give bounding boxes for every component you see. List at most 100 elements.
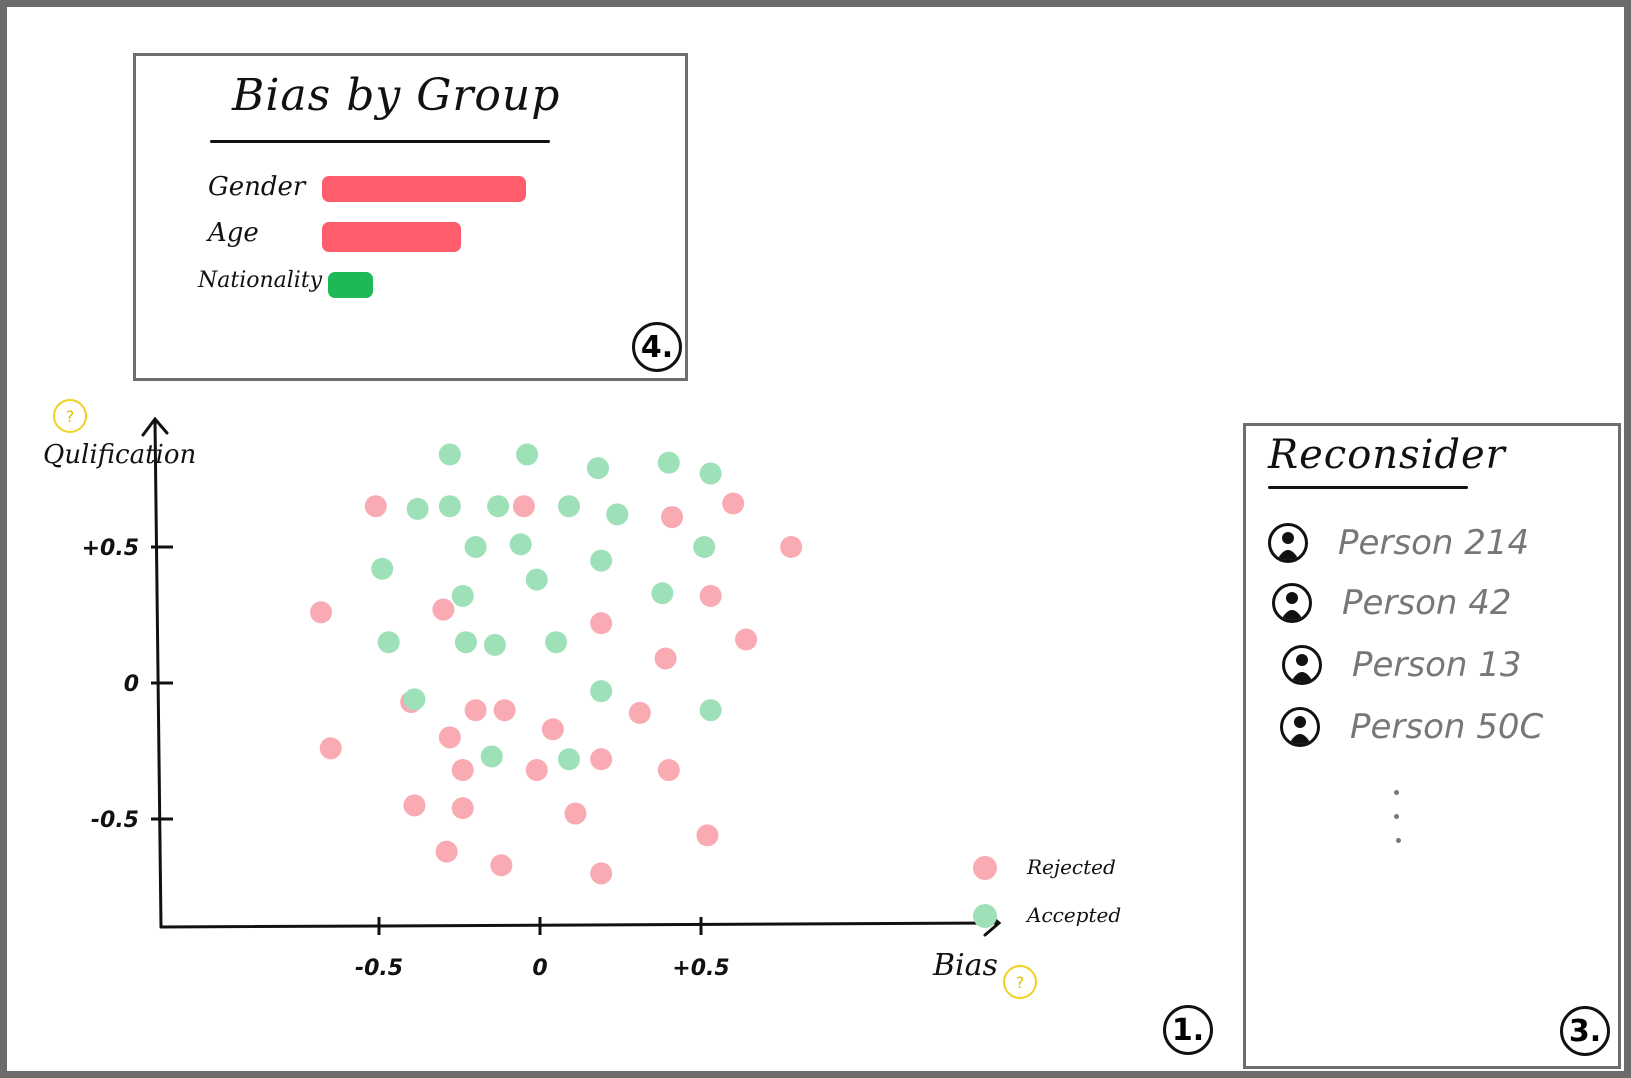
point-rejected[interactable] — [661, 506, 684, 529]
point-accepted[interactable] — [699, 699, 722, 722]
bias-qualification-scatter[interactable]: Qulification Bias -0.5 0 +0.5 +0.5 0 -0.5 Reje… — [7, 387, 1167, 1077]
person-row[interactable]: Person 42 — [1272, 578, 1572, 628]
reconsider-panel: Reconsider Person 214 Person 42 Person 13 P… — [1243, 423, 1621, 1069]
person-name: Person 13 — [1352, 645, 1522, 685]
person-icon — [1282, 645, 1322, 685]
bias-bar-nationality[interactable] — [328, 272, 373, 298]
point-accepted[interactable] — [699, 462, 722, 485]
x-tick-label: +0.5 — [672, 956, 729, 981]
point-accepted[interactable] — [406, 497, 429, 520]
y-tick-label: 0 — [124, 672, 139, 697]
bias-title-underline — [210, 140, 550, 143]
point-rejected[interactable] — [438, 726, 461, 749]
point-accepted[interactable] — [483, 633, 506, 656]
point-accepted[interactable] — [403, 688, 426, 711]
point-rejected[interactable] — [654, 647, 677, 670]
point-rejected[interactable] — [493, 699, 516, 722]
legend-label-rejected: Rejected — [1026, 855, 1116, 879]
point-accepted[interactable] — [464, 536, 487, 558]
point-accepted[interactable] — [606, 503, 629, 526]
point-accepted[interactable] — [657, 451, 680, 474]
legend-swatch-accepted — [973, 904, 997, 928]
point-rejected[interactable] — [735, 628, 758, 651]
point-rejected[interactable] — [451, 797, 474, 820]
group-label-nationality: Nationality — [198, 268, 323, 293]
point-accepted[interactable] — [438, 495, 461, 518]
point-rejected[interactable] — [319, 737, 342, 760]
group-label-age: Age — [208, 218, 259, 248]
point-rejected[interactable] — [541, 718, 564, 741]
chart-ticks: -0.5 0 +0.5 +0.5 0 -0.5 — [82, 536, 730, 981]
person-row[interactable]: Person 50C — [1280, 702, 1580, 752]
point-rejected[interactable] — [696, 824, 719, 847]
chart-axes: Qulification Bias — [43, 416, 1002, 983]
y-axis-label: Qulification — [43, 440, 196, 470]
point-accepted[interactable] — [557, 495, 580, 518]
y-axis-line — [153, 419, 163, 929]
point-rejected[interactable] — [490, 854, 513, 877]
point-rejected[interactable] — [435, 840, 458, 863]
y-axis-help-icon[interactable]: ? — [53, 399, 87, 433]
panel-number-4: 4. — [632, 322, 682, 372]
point-rejected[interactable] — [628, 701, 651, 724]
point-rejected[interactable] — [590, 862, 613, 885]
bias-panel-title: Bias by Group — [232, 70, 561, 121]
point-rejected[interactable] — [464, 699, 487, 722]
point-rejected[interactable] — [590, 612, 613, 635]
bias-by-group-panel: Bias by Group Gender Age Nationality 4. — [133, 53, 688, 381]
point-rejected[interactable] — [564, 802, 587, 825]
point-accepted[interactable] — [557, 748, 580, 771]
bias-bar-age[interactable] — [322, 222, 461, 252]
chart-legend: Rejected Accepted — [973, 855, 1121, 928]
x-tick-label: 0 — [532, 956, 547, 981]
point-rejected[interactable] — [364, 495, 387, 518]
point-rejected[interactable] — [451, 759, 474, 782]
ellipsis-dot — [1396, 838, 1401, 843]
point-accepted[interactable] — [590, 549, 613, 572]
person-name: Person 42 — [1342, 583, 1512, 623]
x-tick-label: -0.5 — [355, 956, 403, 981]
point-rejected[interactable] — [699, 584, 722, 607]
point-accepted[interactable] — [371, 557, 394, 580]
point-rejected[interactable] — [722, 492, 745, 515]
point-accepted[interactable] — [693, 536, 716, 558]
y-tick-label: -0.5 — [91, 808, 139, 833]
reconsider-title: Reconsider — [1268, 432, 1506, 478]
point-rejected[interactable] — [310, 601, 333, 624]
point-accepted[interactable] — [586, 457, 609, 480]
group-label-gender: Gender — [208, 172, 306, 202]
person-icon — [1280, 707, 1320, 747]
legend-swatch-rejected — [973, 856, 997, 880]
point-accepted[interactable] — [451, 584, 474, 607]
point-accepted[interactable] — [377, 631, 400, 654]
point-accepted[interactable] — [516, 443, 539, 466]
point-rejected[interactable] — [657, 759, 680, 782]
y-axis-arrow — [141, 416, 169, 437]
point-accepted[interactable] — [487, 495, 510, 518]
x-axis-help-icon[interactable]: ? — [1003, 965, 1037, 999]
reconsider-title-underline — [1268, 486, 1468, 489]
point-rejected[interactable] — [432, 598, 455, 621]
bias-bar-gender[interactable] — [322, 176, 526, 202]
person-name: Person 214 — [1338, 523, 1530, 563]
person-row[interactable]: Person 214 — [1268, 518, 1568, 568]
point-accepted[interactable] — [545, 631, 568, 654]
legend-label-accepted: Accepted — [1025, 903, 1121, 927]
chart-points — [310, 443, 803, 885]
point-accepted[interactable] — [438, 443, 461, 466]
point-rejected[interactable] — [512, 495, 535, 518]
y-tick-label: +0.5 — [82, 536, 139, 561]
point-rejected[interactable] — [590, 748, 613, 771]
point-rejected[interactable] — [780, 536, 803, 558]
point-accepted[interactable] — [480, 745, 503, 768]
x-axis-line — [159, 921, 999, 929]
person-row[interactable]: Person 13 — [1282, 640, 1582, 690]
point-accepted[interactable] — [454, 631, 477, 654]
point-accepted[interactable] — [651, 582, 674, 605]
point-rejected[interactable] — [525, 759, 548, 782]
person-icon — [1272, 583, 1312, 623]
point-accepted[interactable] — [509, 533, 532, 556]
point-accepted[interactable] — [590, 680, 613, 703]
point-accepted[interactable] — [525, 568, 548, 591]
point-rejected[interactable] — [403, 794, 426, 817]
